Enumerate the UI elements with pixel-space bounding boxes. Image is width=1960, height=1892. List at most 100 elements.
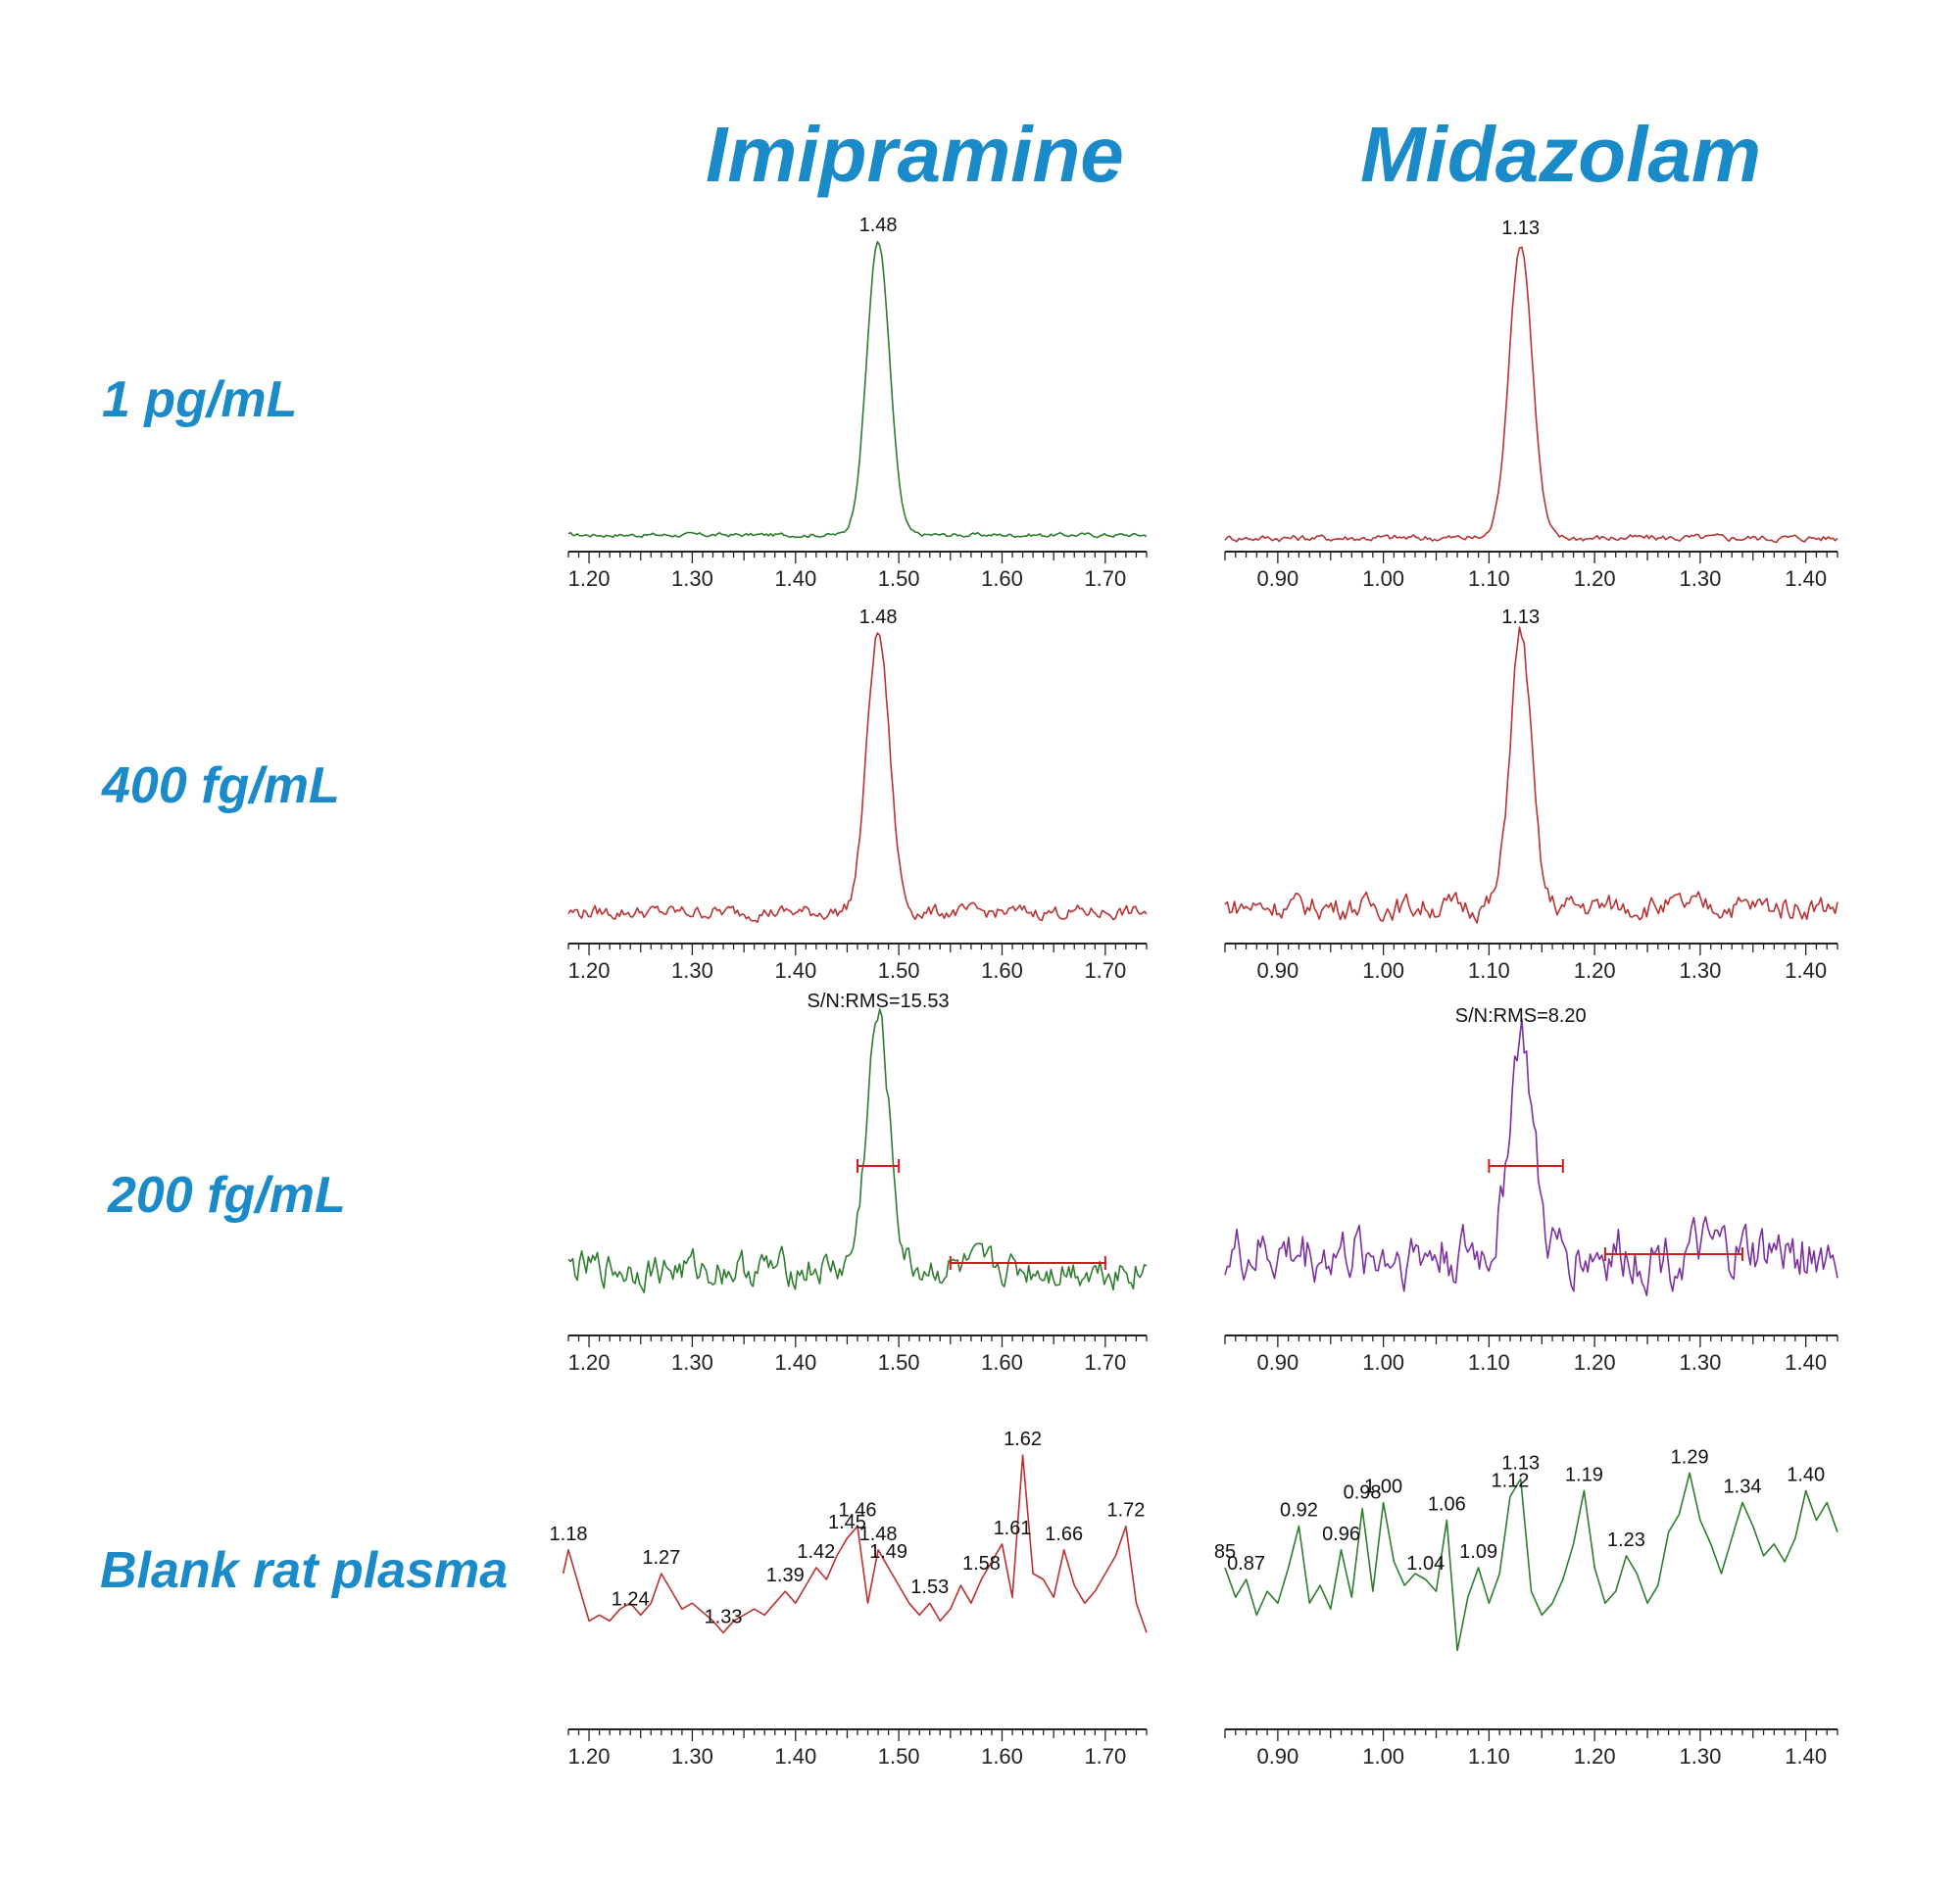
plot-imipramine-row3-peak-label: 1.58 <box>962 1553 1001 1575</box>
plot-imipramine-row3-peak-label: 1.45 <box>828 1512 866 1533</box>
plot-imipramine-row0-peak-label: 1.48 <box>859 215 898 236</box>
plot-imipramine-row3-tick-label: 1.60 <box>981 1744 1023 1769</box>
plot-midazolam-row2-tick-label: 1.10 <box>1468 1350 1510 1375</box>
plot-midazolam-row0-peak-label: 1.13 <box>1501 218 1540 239</box>
plot-imipramine-row3-peak-label: 1.18 <box>550 1524 588 1545</box>
plot-midazolam-row2-sn-label: S/N:RMS=8.20 <box>1455 1005 1587 1027</box>
plot-midazolam-row1-tick-label: 1.00 <box>1362 958 1404 983</box>
plot-midazolam-row2-tick-label: 0.90 <box>1256 1350 1298 1375</box>
plot-imipramine-row2-tick-label: 1.40 <box>774 1350 816 1375</box>
plot-midazolam-row0-tick-label: 1.40 <box>1785 566 1827 591</box>
plot-imipramine-row1-tick-label: 1.20 <box>568 958 611 983</box>
row-label-200fg: 200 fg/mL <box>108 1167 346 1224</box>
plot-imipramine-row0-trace <box>567 240 1148 539</box>
plot-imipramine-row0-tick-label: 1.40 <box>774 566 816 591</box>
plot-midazolam-row3-peak-label: 0.87 <box>1227 1553 1265 1575</box>
plot-imipramine-row3-peak-label: 1.61 <box>994 1518 1032 1539</box>
plot-midazolam-row3-peak-label: 1.19 <box>1565 1464 1603 1485</box>
column-title-midazolam: Midazolam <box>1360 111 1761 198</box>
plot-imipramine-row3-tick-label: 1.30 <box>671 1744 713 1769</box>
column-title-imipramine: Imipramine <box>706 111 1124 198</box>
plot-midazolam-row3-tick-label: 1.10 <box>1468 1744 1510 1769</box>
plot-imipramine-row0-tick-label: 1.70 <box>1084 566 1126 591</box>
plot-imipramine-row3-tick-label: 1.50 <box>878 1744 920 1769</box>
plot-midazolam-row0-trace <box>1224 246 1838 544</box>
plot-midazolam-row3-peak-label: 1.00 <box>1364 1477 1402 1498</box>
plot-midazolam-row0-tick-label: 0.90 <box>1256 566 1298 591</box>
plot-midazolam-row3-tick-label: 1.20 <box>1574 1744 1616 1769</box>
plot-midazolam-row1-trace <box>1224 626 1838 924</box>
plot-imipramine-row3-peak-label: 1.24 <box>612 1588 650 1610</box>
plot-imipramine-row3-tick-label: 1.20 <box>568 1744 611 1769</box>
plot-imipramine-row3-peak-label: 1.62 <box>1004 1429 1042 1450</box>
plot-midazolam-row3-peak-label: 0.96 <box>1322 1524 1360 1545</box>
plot-imipramine-row0-tick-label: 1.20 <box>568 566 611 591</box>
plot-midazolam-row3-peak-label: 0.98 <box>1344 1482 1382 1504</box>
plot-midazolam-row2-tick-label: 1.30 <box>1679 1350 1721 1375</box>
plot-imipramine-row3-peak-label: 1.39 <box>766 1565 805 1586</box>
plot-imipramine-row3-peak-label: 1.66 <box>1045 1524 1083 1545</box>
plot-midazolam-row0-tick-label: 1.30 <box>1679 566 1721 591</box>
plot-imipramine-row1-tick-label: 1.70 <box>1084 958 1126 983</box>
plot-midazolam-row3-peak-label: 1.12 <box>1491 1470 1529 1491</box>
plot-imipramine-row3-tick-label: 1.70 <box>1084 1744 1126 1769</box>
plot-midazolam-row2-tick-label: 1.00 <box>1362 1350 1404 1375</box>
plot-imipramine-row0-tick-label: 1.30 <box>671 566 713 591</box>
plot-imipramine-row3-peak-label: 1.33 <box>705 1606 743 1627</box>
plot-midazolam-row2-tick-label: 1.20 <box>1574 1350 1616 1375</box>
plot-midazolam-row3-peak-label: 1.23 <box>1607 1529 1645 1551</box>
row-label-1pg: 1 pg/mL <box>102 371 298 428</box>
plot-midazolam-row3-peak-label: 1.04 <box>1406 1553 1445 1575</box>
plot-imipramine-row0-tick-label: 1.60 <box>981 566 1023 591</box>
plot-imipramine-row1-trace <box>567 632 1148 924</box>
plot-imipramine-row1-tick-label: 1.40 <box>774 958 816 983</box>
plot-midazolam-row0-tick-label: 1.00 <box>1362 566 1404 591</box>
row-label-400fg: 400 fg/mL <box>102 757 340 814</box>
plot-midazolam-row1-tick-label: 0.90 <box>1256 958 1298 983</box>
plot-midazolam-row3-tick-label: 1.00 <box>1362 1744 1404 1769</box>
plot-imipramine-row3-peak-label: 1.49 <box>869 1541 907 1563</box>
plot-midazolam-row3-peak-label: 1.13 <box>1501 1452 1540 1474</box>
plot-midazolam-row1-tick-label: 1.40 <box>1785 958 1827 983</box>
plot-midazolam-row0-tick-label: 1.10 <box>1468 566 1510 591</box>
plot-imipramine-row1-peak-label: 1.48 <box>859 606 898 628</box>
plot-midazolam-row3-peak-label: 1.06 <box>1428 1494 1466 1516</box>
plot-imipramine-row3-peak-label: 1.48 <box>859 1524 898 1545</box>
plot-imipramine-row2-sn-label: S/N:RMS=15.53 <box>808 991 950 1012</box>
plot-imipramine-row3-peak-label: 1.46 <box>839 1500 877 1522</box>
plot-midazolam-row3-peak-label: 1.34 <box>1724 1477 1762 1498</box>
plot-midazolam-row3-peak-label: 1.09 <box>1459 1541 1497 1563</box>
plot-imipramine-row3-peak-label: 1.27 <box>642 1547 680 1569</box>
plot-imipramine-row2-tick-label: 1.50 <box>878 1350 920 1375</box>
plot-midazolam-row1-tick-label: 1.30 <box>1679 958 1721 983</box>
plot-imipramine-row0-tick-label: 1.50 <box>878 566 920 591</box>
plot-imipramine-row1-tick-label: 1.30 <box>671 958 713 983</box>
plot-imipramine-row3-peak-label: 1.53 <box>910 1577 949 1598</box>
plot-imipramine-row3-peak-label: 1.42 <box>797 1541 835 1563</box>
plot-midazolam-row0-tick-label: 1.20 <box>1574 566 1616 591</box>
plot-midazolam-row3-peak-label: 85 <box>1214 1541 1236 1563</box>
plot-imipramine-row2-trace <box>567 1008 1148 1293</box>
plot-midazolam-row2-trace <box>1224 1018 1838 1297</box>
plot-midazolam-row3-tick-label: 0.90 <box>1256 1744 1298 1769</box>
plot-imipramine-row2-tick-label: 1.20 <box>568 1350 611 1375</box>
plot-midazolam-row1-tick-label: 1.10 <box>1468 958 1510 983</box>
plot-imipramine-row3-peak-label: 1.72 <box>1106 1500 1145 1522</box>
plot-imipramine-row3-trace <box>562 1454 1148 1634</box>
plot-midazolam-row3-peak-label: 1.29 <box>1671 1446 1709 1468</box>
plot-midazolam-row2-tick-label: 1.40 <box>1785 1350 1827 1375</box>
plot-imipramine-row1-tick-label: 1.60 <box>981 958 1023 983</box>
plot-imipramine-row2-tick-label: 1.30 <box>671 1350 713 1375</box>
plot-midazolam-row3-peak-label: 1.40 <box>1787 1464 1825 1485</box>
row-label-blank: Blank rat plasma <box>100 1542 509 1599</box>
plot-midazolam-row3-peak-label: 0.92 <box>1280 1500 1318 1522</box>
plot-imipramine-row3-tick-label: 1.40 <box>774 1744 816 1769</box>
plot-midazolam-row1-tick-label: 1.20 <box>1574 958 1616 983</box>
plot-imipramine-row2-tick-label: 1.70 <box>1084 1350 1126 1375</box>
plot-midazolam-row3-trace <box>1224 1472 1838 1652</box>
plot-imipramine-row2-tick-label: 1.60 <box>981 1350 1023 1375</box>
plot-midazolam-row3-tick-label: 1.30 <box>1679 1744 1721 1769</box>
plot-midazolam-row3-tick-label: 1.40 <box>1785 1744 1827 1769</box>
plot-midazolam-row1-peak-label: 1.13 <box>1501 606 1540 628</box>
